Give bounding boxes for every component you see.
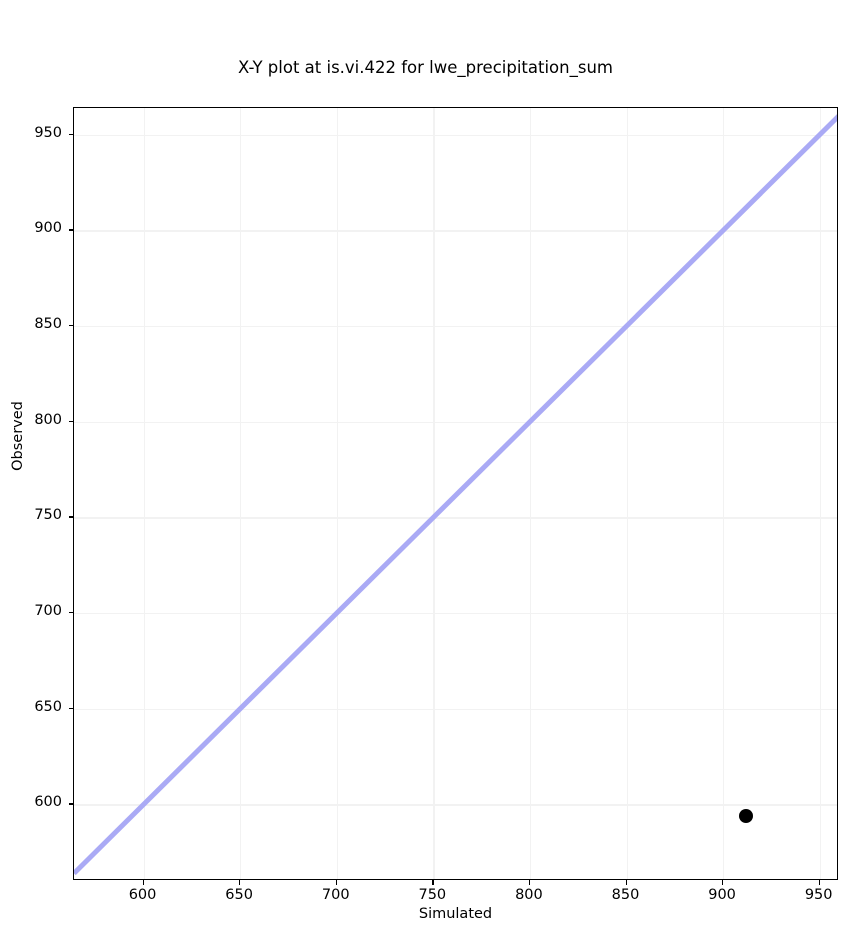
gridline-vertical xyxy=(626,108,628,879)
gridline-horizontal xyxy=(74,134,837,137)
y-axis-tick-label: 950 xyxy=(34,124,62,141)
x-axis-tick xyxy=(625,880,627,885)
x-axis-tick-label: 900 xyxy=(708,887,736,903)
gridline-horizontal xyxy=(74,613,837,615)
y-axis-tick xyxy=(68,229,73,231)
x-axis-tick xyxy=(432,880,434,885)
x-axis-tick xyxy=(818,880,820,885)
y-axis-tick-label: 700 xyxy=(34,603,62,620)
y-axis-tick xyxy=(68,420,73,423)
gridline-horizontal xyxy=(74,804,837,806)
y-axis-tick-label: 900 xyxy=(34,220,62,237)
y-axis-tick xyxy=(68,612,73,614)
x-axis-tick-label: 850 xyxy=(611,887,640,903)
y-axis-tick-label: 750 xyxy=(34,507,62,524)
y-axis-tick-label: 600 xyxy=(34,794,62,811)
gridline-horizontal xyxy=(74,326,837,328)
x-axis-tick-label: 750 xyxy=(418,887,447,903)
gridline-vertical xyxy=(723,108,725,879)
x-axis-tick xyxy=(528,880,531,885)
x-axis-tick xyxy=(239,880,241,885)
x-axis-tick xyxy=(722,880,724,885)
y-axis-tick xyxy=(68,516,73,518)
x-axis-tick xyxy=(335,880,338,885)
y-axis-label: Observed xyxy=(10,401,26,471)
gridline-vertical xyxy=(336,108,339,879)
gridline-vertical xyxy=(819,108,821,879)
x-axis-tick-label: 650 xyxy=(225,887,253,903)
y-axis-tick-label: 650 xyxy=(34,698,62,715)
y-axis-tick xyxy=(68,707,73,710)
y-axis-tick xyxy=(68,325,73,327)
one-to-one-line xyxy=(74,114,837,876)
gridline-vertical xyxy=(240,108,242,879)
x-axis-label: Simulated xyxy=(418,906,493,922)
gridline-vertical xyxy=(529,108,532,879)
x-axis-tick-label: 800 xyxy=(515,887,543,903)
x-axis-tick-label: 950 xyxy=(804,887,833,903)
chart-title-line-1: X-Y plot at is.vi.422 for lwe_precipitat… xyxy=(238,58,613,77)
plot-area xyxy=(73,107,838,880)
data-point xyxy=(739,808,754,823)
gridline-horizontal xyxy=(74,517,837,519)
gridline-vertical xyxy=(143,108,145,879)
y-axis-tick-label: 800 xyxy=(34,411,62,428)
y-axis-tick xyxy=(68,133,73,136)
x-axis-tick-label: 700 xyxy=(321,887,350,903)
x-axis-tick xyxy=(142,880,144,885)
y-axis-tick xyxy=(68,803,73,805)
y-axis-tick-label: 850 xyxy=(34,316,62,333)
gridline-vertical xyxy=(433,108,435,879)
gridline-horizontal xyxy=(74,230,837,232)
x-axis-tick-label: 600 xyxy=(128,887,157,903)
gridline-horizontal xyxy=(74,421,837,424)
gridline-horizontal xyxy=(74,708,837,711)
